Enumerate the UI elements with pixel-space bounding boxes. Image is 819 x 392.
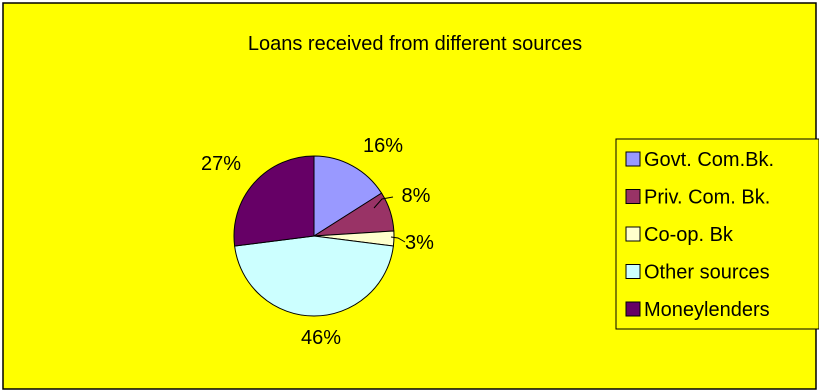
legend-label-co-op-bk: Co-op. Bk — [644, 224, 734, 246]
legend-label-moneylenders: Moneylenders — [644, 299, 770, 321]
legend: Govt. Com.Bk. Priv. Com. Bk. Co-op. Bk Othe… — [615, 138, 819, 330]
legend-box — [615, 138, 819, 330]
pie-slice-govt-com-bk — [313, 155, 383, 237]
pie-slices — [233, 155, 395, 317]
legend-swatch-priv-com-bk — [625, 189, 641, 204]
pie-slice-other-sources — [234, 235, 394, 317]
chart-title: Loans received from different sources — [248, 33, 582, 55]
legend-swatch-moneylenders — [625, 301, 641, 317]
data-labels: 16% 8% 3% 46% 27% — [201, 135, 434, 349]
legend-label-govt-com-bk: Govt. Com.Bk. — [644, 149, 774, 171]
data-label-co-op-bk: 3% — [405, 232, 434, 254]
leader-line-co-op-bk — [390, 236, 406, 243]
legend-label-priv-com-bk: Priv. Com. Bk. — [644, 187, 770, 209]
leader-line-priv-com-bk — [373, 196, 394, 209]
data-label-govt-com-bk: 16% — [363, 135, 403, 157]
legend-label-other-sources: Other sources — [644, 262, 770, 284]
leader-lines — [373, 196, 406, 243]
legend-swatch-other-sources — [625, 264, 641, 279]
data-label-moneylenders: 27% — [201, 153, 241, 175]
legend-swatch-govt-com-bk — [625, 151, 641, 167]
data-label-other-sources: 46% — [301, 327, 341, 349]
data-label-priv-com-bk: 8% — [402, 185, 431, 207]
pie-slice-moneylenders — [233, 155, 315, 247]
legend-swatch-co-op-bk — [625, 226, 641, 242]
